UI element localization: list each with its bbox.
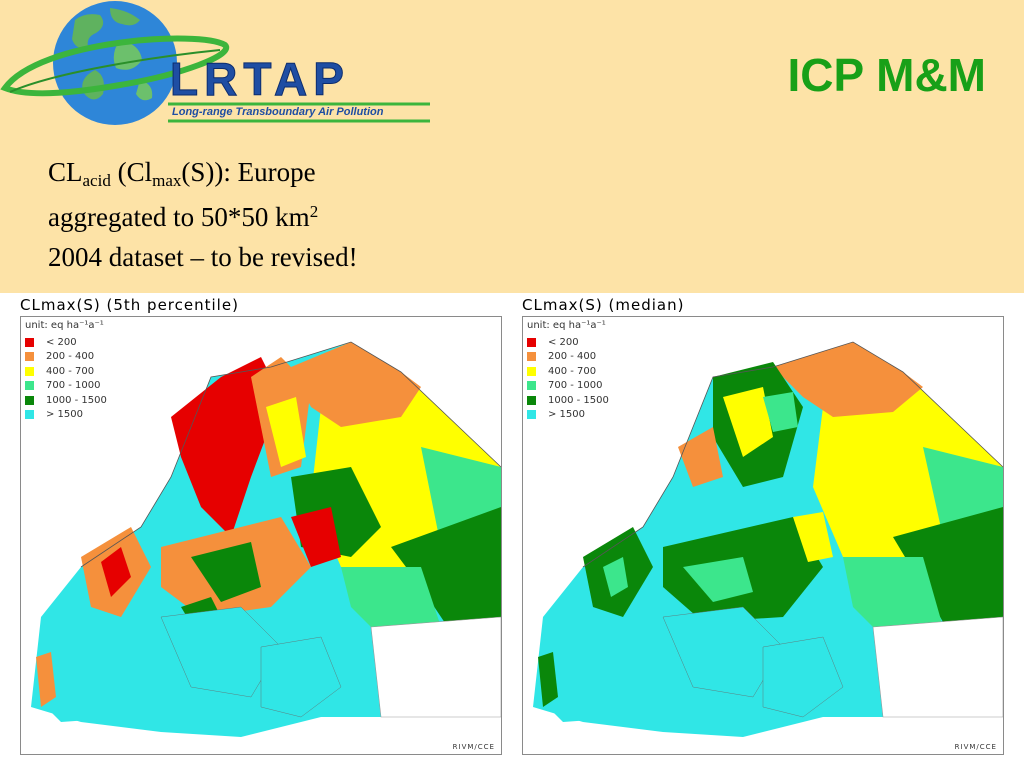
logo-subtitle: Long-range Transboundary Air Pollution — [172, 106, 384, 118]
legend-swatch — [25, 381, 34, 391]
legend-swatch — [527, 381, 536, 391]
description-line-2: aggregated to 50*50 km2 — [48, 202, 319, 232]
legend-swatch — [527, 337, 536, 347]
map-graphic — [31, 341, 501, 737]
slide-title: ICP M&M — [787, 49, 987, 101]
legend-swatch — [25, 410, 34, 420]
legend-unit: unit: eq ha⁻¹a⁻¹ — [527, 320, 606, 331]
legend-item: < 200 — [527, 335, 609, 350]
map-title: CLmax(S) (5th percentile) — [20, 296, 239, 314]
legend-swatch — [25, 337, 34, 347]
description-line-3: 2004 dataset – to be revised! — [48, 242, 358, 272]
legend-item: 400 - 700 — [527, 364, 609, 379]
legend-item: 400 - 700 — [25, 364, 107, 379]
map-credit: RIVM/CCE — [452, 743, 495, 751]
header-banner: LRTAP Long-range Transboundary Air Pollu… — [0, 0, 1024, 293]
legend-item: 1000 - 1500 — [25, 393, 107, 408]
map-legend: unit: eq ha⁻¹a⁻¹ < 200 200 - 400 400 - 7… — [527, 320, 609, 422]
legend-item: 200 - 400 — [25, 350, 107, 365]
legend-unit: unit: eq ha⁻¹a⁻¹ — [25, 320, 104, 331]
map-graphic — [533, 341, 1003, 737]
lrtap-logo: LRTAP Long-range Transboundary Air Pollu… — [0, 0, 440, 135]
legend-item: > 1500 — [527, 408, 609, 423]
legend-swatch — [527, 366, 536, 376]
legend-swatch — [527, 410, 536, 420]
legend-item: > 1500 — [25, 408, 107, 423]
legend-item: 700 - 1000 — [25, 379, 107, 394]
legend-item: 1000 - 1500 — [527, 393, 609, 408]
map-title: CLmax(S) (median) — [522, 296, 685, 314]
slide-description: CLacid (Clmax(S)): Europe aggregated to … — [48, 152, 358, 277]
legend-item: 200 - 400 — [527, 350, 609, 365]
map-legend: unit: eq ha⁻¹a⁻¹ < 200 200 - 400 400 - 7… — [25, 320, 107, 422]
legend-swatch — [25, 352, 34, 362]
europe-map-5th-percentile: unit: eq ha⁻¹a⁻¹ < 200 200 - 400 400 - 7… — [20, 316, 502, 755]
logo-wordmark: LRTAP — [170, 53, 350, 106]
legend-swatch — [527, 395, 536, 405]
map-credit: RIVM/CCE — [954, 743, 997, 751]
legend-item: 700 - 1000 — [527, 379, 609, 394]
map-panel-median: CLmax(S) (median) unit: eq ha — [522, 296, 1004, 756]
legend-swatch — [527, 352, 536, 362]
map-panel-5th-percentile: CLmax(S) (5th percentile) — [20, 296, 502, 756]
europe-map-median: unit: eq ha⁻¹a⁻¹ < 200 200 - 400 400 - 7… — [522, 316, 1004, 755]
legend-swatch — [25, 395, 34, 405]
description-line-1: CLacid (Clmax(S)): Europe — [48, 157, 316, 190]
legend-swatch — [25, 366, 34, 376]
legend-item: < 200 — [25, 335, 107, 350]
